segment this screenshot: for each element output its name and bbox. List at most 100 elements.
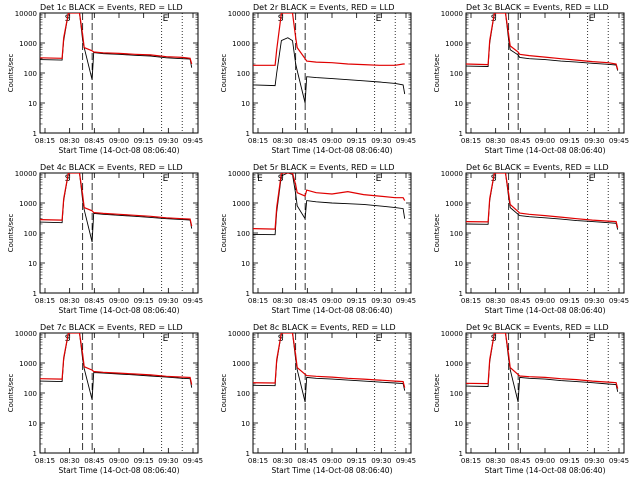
plot-frame [39,332,199,454]
y-tick-label: 10 [241,100,250,108]
x-tick-label: 09:00 [322,137,342,145]
x-tick-label: 09:15 [134,457,154,465]
x-tick-label: 09:45 [183,137,203,145]
plot-frame [252,332,412,454]
y-tick-label: 100 [450,230,463,238]
x-axis-label: Start Time (14-Oct-08 08:06:40) [58,306,179,315]
y-tick-label: 100 [237,230,250,238]
y-tick-label: 100 [237,390,250,398]
x-tick-label: 09:00 [109,137,129,145]
x-tick-label: 09:45 [609,457,629,465]
x-axis-label: Start Time (14-Oct-08 08:06:40) [271,466,392,475]
x-tick-label: 08:15 [248,137,268,145]
x-tick-label: 09:00 [109,457,129,465]
x-tick-label: 08:30 [273,457,293,465]
marker-label-e: E [163,174,169,184]
x-tick-label: 09:45 [396,457,416,465]
x-tick-label: 09:15 [560,137,580,145]
y-tick-label: 10000 [15,330,37,338]
y-axis-label: Counts/sec [220,374,228,413]
y-axis-label: Counts/sec [220,214,228,253]
plot-frame [465,12,625,134]
y-tick-label: 1 [459,450,463,458]
y-axis-label: Counts/sec [433,214,441,253]
x-axis-label: Start Time (14-Oct-08 08:06:40) [484,306,605,315]
panel-8: Det 8c BLACK = Events, RED = LLD 1 10 100 10… [220,323,416,475]
x-tick-label: 08:30 [60,297,80,305]
panel-title: Det 5r BLACK = Events, RED = LLD [253,163,395,172]
y-tick-label: 10000 [228,10,250,18]
y-axis-label: Counts/sec [433,374,441,413]
plot-frame [465,332,625,454]
y-tick-label: 1000 [19,360,37,368]
panel-title: Det 6c BLACK = Events, RED = LLD [466,163,609,172]
marker-label-e: E [589,174,595,184]
x-axis-label: Start Time (14-Oct-08 08:06:40) [484,466,605,475]
y-tick-label: 1 [459,290,463,298]
x-tick-label: 08:30 [60,457,80,465]
panel-3: Det 3c BLACK = Events, RED = LLD 1 10 100 10… [433,3,629,155]
panel-title: Det 4c BLACK = Events, RED = LLD [40,163,183,172]
x-tick-label: 09:30 [371,297,391,305]
x-tick-label: 09:45 [396,297,416,305]
y-tick-label: 10000 [15,170,37,178]
x-tick-label: 09:15 [134,137,154,145]
x-tick-label: 08:45 [297,137,317,145]
y-tick-label: 10 [454,420,463,428]
panel-4: Det 4c BLACK = Events, RED = LLD 1 10 100 10… [7,163,203,315]
series-lld [40,333,193,385]
marker-label-e: E [589,334,595,344]
series-lld [253,13,405,66]
y-axis-label: Counts/sec [7,54,15,93]
x-tick-label: 09:45 [609,137,629,145]
panel-title: Det 9c BLACK = Events, RED = LLD [466,323,609,332]
x-tick-label: 09:30 [584,297,604,305]
x-tick-label: 08:15 [461,137,481,145]
y-axis-label: Counts/sec [7,214,15,253]
y-tick-label: 10 [241,420,250,428]
y-tick-label: 1000 [445,40,463,48]
y-tick-label: 1000 [19,200,37,208]
y-tick-label: 1 [246,450,250,458]
y-tick-label: 100 [24,230,37,238]
panel-title: Det 1c BLACK = Events, RED = LLD [40,3,183,12]
y-tick-label: 100 [237,70,250,78]
marker-label-e: E [257,174,263,184]
x-tick-label: 09:15 [560,297,580,305]
x-tick-label: 08:15 [248,457,268,465]
x-tick-label: 09:30 [158,137,178,145]
y-tick-label: 10 [454,260,463,268]
x-tick-label: 08:15 [248,297,268,305]
x-axis-label: Start Time (14-Oct-08 08:06:40) [271,306,392,315]
x-axis-label: Start Time (14-Oct-08 08:06:40) [58,466,179,475]
x-axis-label: Start Time (14-Oct-08 08:06:40) [484,146,605,155]
x-tick-label: 08:45 [297,297,317,305]
panel-9: Det 9c BLACK = Events, RED = LLD 1 10 100 10… [433,323,629,475]
plot-frame [465,172,625,294]
x-tick-label: 08:15 [35,297,55,305]
x-tick-label: 09:15 [560,457,580,465]
x-tick-label: 09:30 [158,457,178,465]
y-tick-label: 10000 [228,170,250,178]
y-axis-label: Counts/sec [220,54,228,93]
x-tick-label: 09:00 [109,297,129,305]
marker-label-e: E [376,174,382,184]
y-tick-label: 1 [246,130,250,138]
x-tick-label: 08:15 [461,297,481,305]
x-tick-label: 08:30 [486,457,506,465]
y-tick-label: 10000 [441,170,463,178]
series-lld [40,13,193,65]
panel-title: Det 8c BLACK = Events, RED = LLD [253,323,396,332]
y-axis-label: Counts/sec [433,54,441,93]
x-tick-label: 08:30 [486,137,506,145]
x-tick-label: 09:45 [609,297,629,305]
x-tick-label: 08:15 [35,137,55,145]
x-axis-label: Start Time (14-Oct-08 08:06:40) [58,146,179,155]
panel-7: Det 7c BLACK = Events, RED = LLD 1 10 100 10… [7,323,203,475]
x-tick-label: 08:45 [84,137,104,145]
y-tick-label: 1000 [19,40,37,48]
panel-5: Det 5r BLACK = Events, RED = LLD 1 10 100 10… [220,163,416,315]
y-tick-label: 10 [28,260,37,268]
x-tick-label: 09:45 [183,457,203,465]
